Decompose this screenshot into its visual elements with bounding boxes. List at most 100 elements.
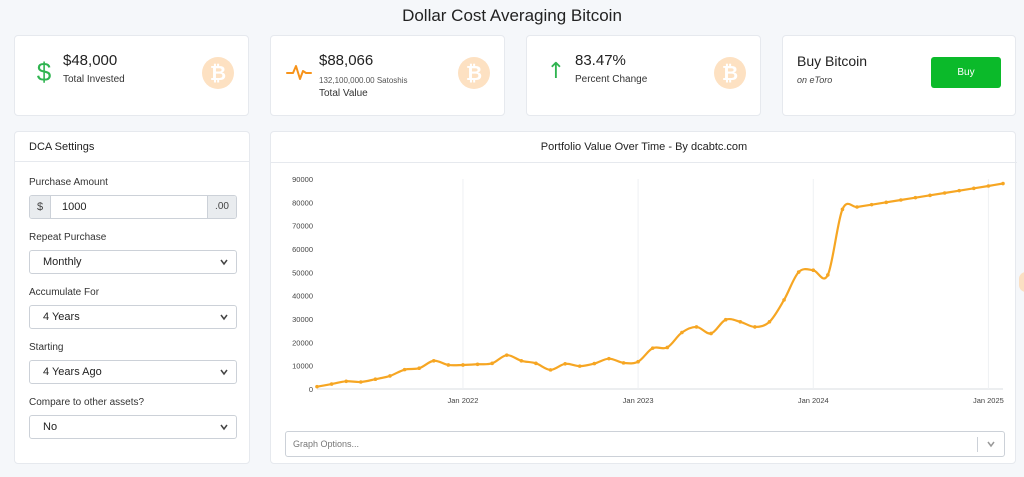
arrow-up-icon: ↑ bbox=[546, 59, 566, 84]
data-point bbox=[490, 361, 494, 366]
compare-select[interactable]: No bbox=[29, 415, 237, 439]
floating-widget-edge[interactable] bbox=[1019, 272, 1024, 292]
data-point bbox=[738, 320, 743, 324]
accumulate-for-label: Accumulate For bbox=[29, 287, 100, 298]
y-tick-label: 30000 bbox=[292, 315, 313, 324]
data-point bbox=[884, 200, 889, 205]
data-point bbox=[621, 361, 626, 365]
chart-title: Portfolio Value Over Time - By dcabtc.co… bbox=[540, 141, 748, 153]
total-invested-value: $48,000 bbox=[63, 52, 118, 69]
currency-prefix: $ bbox=[30, 196, 51, 218]
data-point bbox=[767, 320, 772, 324]
stat-card-total-invested: $ $48,000 Total Invested ₿ bbox=[14, 35, 249, 116]
data-point bbox=[504, 353, 509, 357]
data-point bbox=[358, 380, 363, 384]
x-tick-label: Jan 2024 bbox=[798, 396, 829, 405]
data-point bbox=[694, 325, 699, 329]
data-point bbox=[826, 273, 830, 277]
data-point bbox=[431, 358, 436, 363]
y-tick-label: 0 bbox=[309, 385, 313, 394]
data-point bbox=[373, 377, 378, 381]
data-point bbox=[650, 346, 655, 350]
data-point bbox=[475, 362, 480, 367]
x-tick-label: Jan 2022 bbox=[448, 396, 479, 405]
purchase-amount-group: $ .00 bbox=[29, 195, 237, 219]
purchase-amount-input[interactable] bbox=[52, 196, 208, 218]
data-point bbox=[811, 268, 816, 273]
chevron-down-icon bbox=[219, 420, 229, 437]
starting-select[interactable]: 4 Years Ago bbox=[29, 360, 237, 384]
y-tick-label: 50000 bbox=[292, 268, 313, 277]
percent-change-label: Percent Change bbox=[575, 74, 648, 85]
bitcoin-icon: ₿ bbox=[714, 57, 746, 89]
cents-suffix: .00 bbox=[207, 196, 236, 218]
y-tick-label: 60000 bbox=[292, 245, 313, 254]
pulse-icon bbox=[285, 58, 313, 86]
graph-options-placeholder: Graph Options... bbox=[293, 439, 360, 449]
bitcoin-icon: ₿ bbox=[202, 57, 234, 89]
data-point bbox=[344, 379, 348, 384]
repeat-purchase-value: Monthly bbox=[43, 256, 82, 268]
satoshis-value: 132,100,000.00 Satoshis bbox=[319, 76, 408, 85]
data-point bbox=[753, 325, 757, 329]
purchase-amount-label: Purchase Amount bbox=[29, 177, 108, 188]
y-tick-label: 80000 bbox=[292, 198, 313, 207]
data-point bbox=[855, 205, 859, 209]
graph-options-select[interactable]: Graph Options... bbox=[285, 431, 1005, 457]
data-point bbox=[636, 359, 640, 364]
total-value-label: Total Value bbox=[319, 88, 368, 99]
repeat-purchase-select[interactable]: Monthly bbox=[29, 250, 237, 274]
data-point bbox=[972, 186, 976, 191]
x-tick-label: Jan 2025 bbox=[973, 396, 1004, 405]
chevron-down-icon bbox=[219, 255, 229, 272]
data-point bbox=[942, 191, 947, 195]
y-tick-label: 90000 bbox=[292, 175, 313, 184]
data-point bbox=[913, 195, 918, 200]
data-point bbox=[592, 361, 597, 366]
data-point bbox=[519, 358, 524, 363]
buy-bitcoin-subtitle: on eToro bbox=[797, 75, 833, 85]
buy-bitcoin-title: Buy Bitcoin bbox=[797, 53, 868, 69]
starting-value: 4 Years Ago bbox=[43, 366, 102, 378]
accumulate-for-select[interactable]: 4 Years bbox=[29, 305, 237, 329]
stat-card-total-value: $88,066 132,100,000.00 Satoshis Total Va… bbox=[270, 35, 505, 116]
bitcoin-icon: ₿ bbox=[458, 57, 490, 89]
data-point bbox=[899, 198, 903, 202]
data-point bbox=[607, 356, 611, 361]
data-point bbox=[534, 361, 538, 366]
data-point bbox=[563, 362, 567, 366]
total-invested-label: Total Invested bbox=[63, 74, 125, 85]
percent-change-value: 83.47% bbox=[575, 52, 626, 69]
data-point bbox=[928, 193, 932, 198]
y-tick-label: 40000 bbox=[292, 292, 313, 301]
data-point bbox=[986, 184, 991, 188]
dca-settings-panel: DCA Settings Purchase Amount $ .00 Repea… bbox=[14, 131, 250, 464]
data-point bbox=[461, 363, 465, 367]
stat-card-percent-change: ↑ 83.47% Percent Change ₿ bbox=[526, 35, 761, 116]
compare-value: No bbox=[43, 421, 58, 433]
repeat-purchase-label: Repeat Purchase bbox=[29, 232, 107, 243]
y-tick-label: 20000 bbox=[292, 338, 313, 347]
chevron-down-icon bbox=[219, 365, 229, 382]
data-point bbox=[329, 382, 334, 386]
dca-settings-title: DCA Settings bbox=[15, 132, 249, 162]
data-point bbox=[782, 298, 786, 302]
data-point bbox=[957, 188, 962, 193]
data-point bbox=[665, 345, 670, 350]
chevron-down-icon bbox=[219, 310, 229, 327]
data-point bbox=[577, 364, 582, 368]
data-point bbox=[723, 317, 728, 322]
data-point bbox=[548, 368, 553, 372]
buy-button[interactable]: Buy bbox=[931, 57, 1001, 88]
x-tick-label: Jan 2023 bbox=[623, 396, 654, 405]
page-title: Dollar Cost Averaging Bitcoin bbox=[402, 6, 622, 25]
data-point bbox=[680, 330, 684, 335]
data-point bbox=[709, 331, 713, 336]
data-point bbox=[417, 366, 421, 371]
y-tick-label: 10000 bbox=[292, 362, 313, 371]
dollar-icon: $ bbox=[36, 57, 52, 87]
data-point bbox=[796, 270, 801, 274]
starting-label: Starting bbox=[29, 342, 64, 353]
chart-panel: Portfolio Value Over Time - By dcabtc.co… bbox=[270, 131, 1017, 464]
series-line bbox=[316, 182, 1004, 388]
